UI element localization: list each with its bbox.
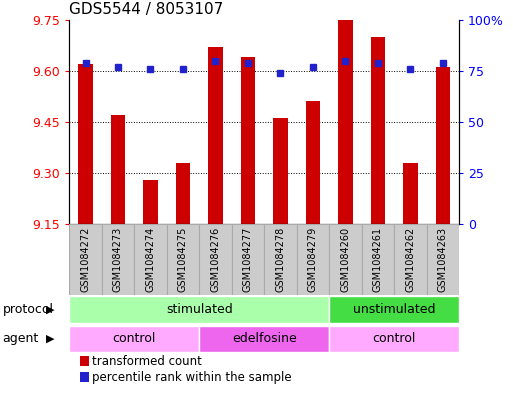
- Bar: [175, 163, 190, 224]
- Text: stimulated: stimulated: [166, 303, 232, 316]
- Bar: [273, 118, 288, 224]
- Text: GSM1084275: GSM1084275: [178, 227, 188, 292]
- Text: GSM1084279: GSM1084279: [308, 227, 318, 292]
- Bar: [102, 224, 134, 295]
- Bar: [199, 326, 329, 352]
- Text: control: control: [372, 332, 416, 345]
- Text: percentile rank within the sample: percentile rank within the sample: [92, 371, 292, 384]
- Text: GSM1084260: GSM1084260: [341, 227, 350, 292]
- Text: GSM1084277: GSM1084277: [243, 227, 253, 292]
- Bar: [111, 115, 125, 224]
- Bar: [69, 224, 102, 295]
- Bar: [199, 224, 232, 295]
- Bar: [306, 101, 320, 224]
- Text: GSM1084273: GSM1084273: [113, 227, 123, 292]
- Bar: [208, 47, 223, 224]
- Text: GSM1084263: GSM1084263: [438, 227, 448, 292]
- Text: GSM1084261: GSM1084261: [373, 227, 383, 292]
- Text: GSM1084278: GSM1084278: [275, 227, 285, 292]
- Text: protocol: protocol: [3, 303, 53, 316]
- Bar: [167, 224, 199, 295]
- Bar: [264, 224, 297, 295]
- Text: edelfosine: edelfosine: [232, 332, 297, 345]
- Bar: [329, 296, 459, 323]
- Bar: [232, 224, 264, 295]
- Bar: [362, 224, 394, 295]
- Bar: [69, 296, 329, 323]
- Bar: [427, 224, 459, 295]
- Bar: [329, 224, 362, 295]
- Text: GDS5544 / 8053107: GDS5544 / 8053107: [69, 2, 224, 17]
- Bar: [297, 224, 329, 295]
- Text: agent: agent: [3, 332, 39, 345]
- Bar: [329, 326, 459, 352]
- Text: unstimulated: unstimulated: [353, 303, 436, 316]
- Bar: [241, 57, 255, 224]
- Bar: [370, 37, 385, 224]
- Text: GSM1084274: GSM1084274: [146, 227, 155, 292]
- Text: GSM1084272: GSM1084272: [81, 227, 90, 292]
- Text: GSM1084276: GSM1084276: [210, 227, 221, 292]
- Text: transformed count: transformed count: [92, 355, 202, 368]
- Text: ▶: ▶: [46, 305, 54, 314]
- Bar: [403, 163, 418, 224]
- Bar: [436, 67, 450, 224]
- Bar: [143, 180, 158, 224]
- Bar: [78, 64, 93, 224]
- Bar: [134, 224, 167, 295]
- Bar: [394, 224, 427, 295]
- Text: ▶: ▶: [46, 334, 54, 344]
- Text: control: control: [112, 332, 156, 345]
- Text: GSM1084262: GSM1084262: [405, 227, 416, 292]
- Bar: [69, 326, 199, 352]
- Bar: [338, 20, 353, 224]
